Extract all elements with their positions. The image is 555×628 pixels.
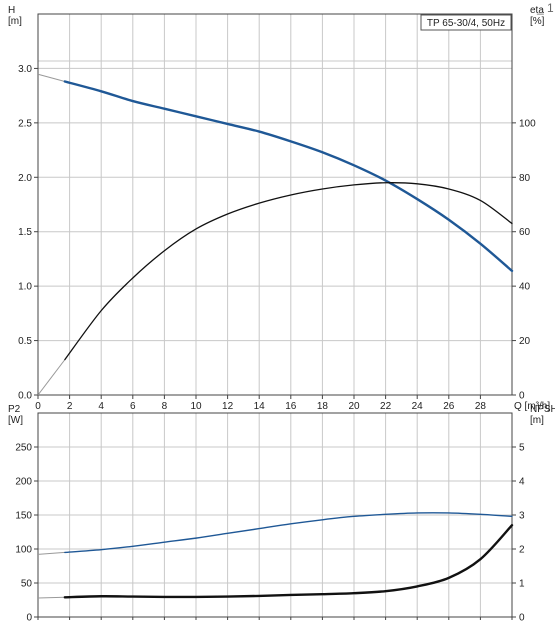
corner-mark: _ 1 [536, 1, 554, 15]
series-line [63, 524, 514, 599]
y-left-axis-label: [W] [8, 415, 23, 426]
y-left-tick-label: 0.0 [18, 391, 32, 402]
y-left-tick-label: 1.5 [18, 227, 32, 238]
y-right-tick-label: 80 [519, 173, 531, 184]
legend-box [420, 14, 512, 31]
x-tick-label: 22 [380, 401, 392, 412]
y-left-tick-label: 100 [15, 545, 32, 556]
series-line [63, 80, 514, 273]
y-right-tick-label: 20 [519, 336, 531, 347]
y-left-tick-label: 150 [15, 511, 32, 522]
series-extension [37, 596, 65, 599]
x-tick-label: 28 [475, 401, 487, 412]
x-tick-label: 20 [348, 401, 360, 412]
plot-frame [37, 13, 513, 396]
y-right-tick-label: 2 [519, 545, 525, 556]
x-tick-label: 14 [254, 401, 266, 412]
y-left-tick-label: 2.0 [18, 173, 32, 184]
x-tick-label: 4 [98, 401, 104, 412]
y-right-tick-label: 4 [519, 477, 525, 488]
x-tick-label: 12 [222, 401, 234, 412]
y-right-tick-label: 5 [519, 443, 525, 454]
x-tick-label: 26 [443, 401, 455, 412]
y-left-axis-label: H [8, 5, 15, 16]
y-right-tick-label: 1 [519, 579, 525, 590]
y-left-tick-label: 50 [21, 579, 33, 590]
x-tick-label: 2 [67, 401, 73, 412]
y-right-axis-label: NPSH [530, 404, 555, 415]
legend-box-label: TP 65-30/4, 50Hz [427, 18, 505, 29]
y-right-tick-label: 0 [519, 391, 525, 402]
x-tick-label: 18 [317, 401, 329, 412]
x-tick-label: 16 [285, 401, 297, 412]
series-line [64, 182, 513, 361]
y-left-tick-label: 0.5 [18, 336, 32, 347]
y-right-tick-label: 60 [519, 227, 531, 238]
series-line [64, 512, 513, 554]
y-left-tick-label: 250 [15, 443, 32, 454]
y-right-tick-label: 0 [519, 613, 525, 624]
x-axis-label: Q [m³/h] [514, 401, 550, 412]
y-left-axis-label: [m] [8, 16, 22, 27]
x-tick-label: 6 [130, 401, 136, 412]
y-left-tick-label: 0 [26, 613, 32, 624]
y-right-axis-label: [m] [530, 415, 544, 426]
y-left-tick-label: 2.5 [18, 118, 32, 129]
y-right-axis-label: [%] [530, 16, 545, 27]
y-right-tick-label: 3 [519, 511, 525, 522]
x-tick-label: 8 [162, 401, 168, 412]
y-right-tick-label: 40 [519, 282, 531, 293]
y-right-tick-label: 100 [519, 118, 536, 129]
y-left-tick-label: 200 [15, 477, 32, 488]
x-tick-label: 24 [412, 401, 424, 412]
y-left-axis-label: P2 [8, 404, 21, 415]
y-right-axis-label: eta [530, 5, 544, 16]
series-extension [37, 551, 65, 555]
x-tick-label: 10 [190, 401, 202, 412]
series-extension [37, 359, 66, 396]
x-tick-label: 0 [35, 401, 41, 412]
y-left-tick-label: 1.0 [18, 282, 32, 293]
series-extension [37, 73, 65, 82]
head-efficiency-panel: 0.00.51.01.52.02.53.0020406080100H[m]eta… [8, 5, 550, 412]
y-left-tick-label: 3.0 [18, 64, 32, 75]
